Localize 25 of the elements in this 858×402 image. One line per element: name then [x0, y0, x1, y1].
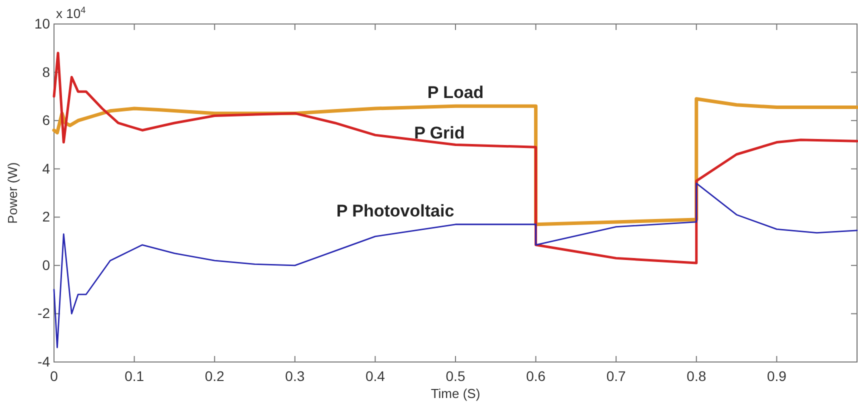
series-label: P Photovoltaic [336, 201, 454, 220]
x-tick-label: 0.5 [446, 368, 466, 384]
x-tick-label: 0.6 [526, 368, 546, 384]
x-tick-label: 0.8 [686, 368, 706, 384]
x-tick-label: 0.2 [204, 368, 225, 384]
line-series [53, 182, 858, 348]
series-label: P Load [427, 83, 484, 102]
y-tick-label: 8 [42, 64, 50, 80]
x-tick-label: 0.9 [766, 368, 787, 384]
y-tick-label: 0 [42, 256, 50, 273]
y-tick-label: -2 [38, 305, 50, 322]
y-axis-title: Power (W) [5, 162, 20, 224]
series-label: P Grid [414, 124, 465, 143]
x-axis-title: Time (S) [430, 386, 480, 401]
text: x 10$^{4}$ [56, 5, 86, 21]
x-tick-label: 0.3 [285, 368, 305, 384]
line-series [52, 52, 858, 264]
x-tick-label: 0.1 [124, 368, 144, 384]
y-tick-label: 6 [42, 112, 50, 128]
y-tick-label: 10 [34, 15, 50, 32]
y-tick-label: 4 [42, 160, 50, 176]
x-tick-label: 0.4 [365, 368, 386, 384]
y-tick-label: 2 [42, 208, 50, 225]
x-tick-label: 0.7 [606, 368, 626, 384]
y-tick-label: -4 [38, 353, 50, 370]
